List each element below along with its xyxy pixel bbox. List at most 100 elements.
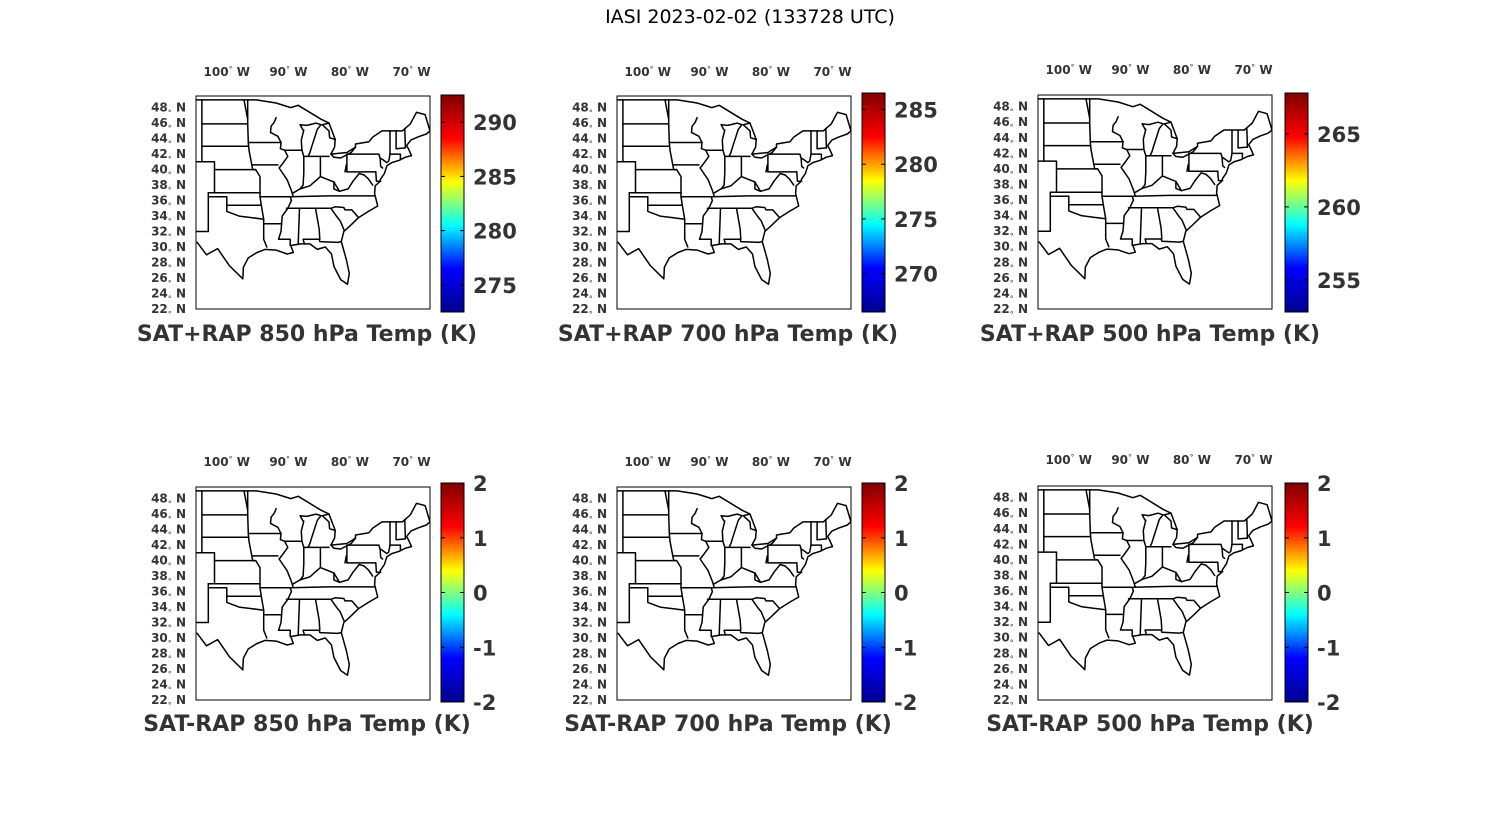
colorbar-tick-label: 260 <box>1317 196 1361 220</box>
lon-tick-label: 80° W <box>752 65 790 79</box>
lat-tick-label: 44° N <box>151 523 186 540</box>
lat-tick-label: 48° N <box>151 492 186 509</box>
colorbar-tick-label: 275 <box>473 274 517 298</box>
lon-tick-label: 100° W <box>204 455 250 469</box>
lon-tick-label: 90° W <box>690 455 728 469</box>
lat-tick-label: 30° N <box>151 240 186 257</box>
lat-tick-label: 38° N <box>993 178 1028 195</box>
lat-tick-label: 40° N <box>572 554 607 571</box>
map-frame <box>195 95 431 310</box>
lon-tick-label: 90° W <box>269 65 307 79</box>
colorbar-tick-label: -2 <box>473 691 496 715</box>
lat-tick-label: 34° N <box>572 209 607 226</box>
lat-tick-label: 32° N <box>151 225 186 242</box>
map-panel-sat-rap-sum-500: 100° W 90° W 80° W 70° W 48° N46° N44° N42° … <box>980 63 1361 347</box>
map-panel-sat-rap-sum-700: 100° W 90° W 80° W 70° W 48° N46° N44° N42° … <box>558 65 938 347</box>
lat-tick-label: 26° N <box>993 271 1028 288</box>
colorbar-tick-label: 280 <box>473 220 517 244</box>
state-boundaries <box>196 99 430 285</box>
lat-tick-label: 28° N <box>151 647 186 664</box>
lon-tick-label: 100° W <box>1046 63 1092 77</box>
colorbar-tick-label: 2 <box>894 472 909 496</box>
panel-title: SAT-RAP 500 hPa Temp (K) <box>986 712 1314 737</box>
map-panel-sat-rap-diff-850: 100° W 90° W 80° W 70° W 48° N46° N44° N42° … <box>143 455 496 737</box>
state-boundaries <box>1038 489 1272 676</box>
lon-tick-label: 80° W <box>331 65 369 79</box>
lon-tick-label: 90° W <box>269 455 307 469</box>
colorbar-tick-label: 2 <box>473 472 488 496</box>
lat-tick-label: 28° N <box>993 255 1028 272</box>
lat-tick-label: 42° N <box>572 147 607 164</box>
lat-tick-label: 30° N <box>572 631 607 648</box>
lat-tick-label: 24° N <box>151 287 186 304</box>
lat-tick-label: 46° N <box>572 507 607 524</box>
lat-tick-label: 36° N <box>151 194 186 211</box>
colorbar-tick-label: 265 <box>1317 123 1361 147</box>
lon-tick-label: 90° W <box>1111 63 1149 77</box>
lon-tick-label: 70° W <box>392 455 430 469</box>
lon-tick-label: 100° W <box>625 455 671 469</box>
lat-tick-label: 28° N <box>151 256 186 273</box>
lat-tick-label: 46° N <box>572 116 607 133</box>
colorbar-tick-label: 1 <box>1317 527 1332 551</box>
lat-tick-label: 28° N <box>572 256 607 273</box>
colorbar-tick-label: 270 <box>894 263 938 287</box>
colorbar-tick-label: 280 <box>894 153 938 177</box>
lat-tick-label: 32° N <box>572 616 607 633</box>
map-panel-sat-rap-diff-500: 100° W 90° W 80° W 70° W 48° N46° N44° N42° … <box>986 453 1340 737</box>
map-panel-sat-rap-diff-700: 100° W 90° W 80° W 70° W 48° N46° N44° N42° … <box>564 455 917 737</box>
lon-tick-label: 80° W <box>1173 453 1211 467</box>
lat-tick-label: 48° N <box>572 492 607 509</box>
colorbar-tick-label: 255 <box>1317 269 1361 293</box>
lat-tick-label: 34° N <box>151 600 186 617</box>
state-boundaries <box>617 490 851 676</box>
lon-tick-label: 70° W <box>813 455 851 469</box>
lat-tick-label: 30° N <box>151 631 186 648</box>
colorbar-tick-label: 1 <box>473 527 488 551</box>
lat-tick-label: 34° N <box>151 209 186 226</box>
lon-tick-label: 70° W <box>1234 453 1272 467</box>
colorbar <box>861 92 886 313</box>
lat-tick-label: 22° N <box>151 693 186 710</box>
lat-tick-label: 42° N <box>572 538 607 555</box>
lat-tick-label: 38° N <box>572 569 607 586</box>
lat-tick-label: 22° N <box>572 302 607 319</box>
lat-tick-label: 42° N <box>993 146 1028 163</box>
lon-tick-label: 100° W <box>625 65 671 79</box>
lat-tick-label: 24° N <box>572 678 607 695</box>
lat-tick-label: 32° N <box>151 616 186 633</box>
lat-tick-label: 30° N <box>572 240 607 257</box>
colorbar-tick-label: 285 <box>894 98 938 122</box>
lat-tick-label: 22° N <box>151 302 186 319</box>
panel-title: SAT+RAP 850 hPa Temp (K) <box>137 322 477 347</box>
colorbar-tick-label: 2 <box>1317 472 1332 496</box>
lat-tick-label: 32° N <box>993 615 1028 632</box>
lat-tick-label: 22° N <box>572 693 607 710</box>
lon-tick-label: 90° W <box>1111 453 1149 467</box>
lat-tick-label: 24° N <box>572 287 607 304</box>
lon-tick-label: 100° W <box>204 65 250 79</box>
lat-tick-label: 44° N <box>151 132 186 149</box>
panel-title: SAT+RAP 700 hPa Temp (K) <box>558 322 898 347</box>
lat-tick-label: 38° N <box>151 178 186 195</box>
lat-tick-label: 22° N <box>993 302 1028 319</box>
lat-tick-label: 44° N <box>572 523 607 540</box>
lon-tick-label: 100° W <box>1046 453 1092 467</box>
lat-tick-label: 48° N <box>993 100 1028 117</box>
colorbar-tick-label: 0 <box>473 582 488 606</box>
lon-tick-label: 70° W <box>1234 63 1272 77</box>
map-frame <box>1037 94 1273 310</box>
lat-tick-label: 40° N <box>572 163 607 180</box>
lat-tick-label: 26° N <box>151 662 186 679</box>
colorbar-tick-label: -1 <box>473 636 496 660</box>
lat-tick-label: 36° N <box>572 585 607 602</box>
lat-tick-label: 44° N <box>572 132 607 149</box>
lat-tick-label: 38° N <box>993 569 1028 586</box>
colorbar-tick-label: -1 <box>1317 636 1340 660</box>
lat-tick-label: 46° N <box>151 507 186 524</box>
state-boundaries <box>1038 98 1272 285</box>
colorbar-tick-label: -2 <box>894 691 917 715</box>
lat-tick-label: 32° N <box>993 224 1028 241</box>
lat-tick-label: 34° N <box>993 600 1028 617</box>
